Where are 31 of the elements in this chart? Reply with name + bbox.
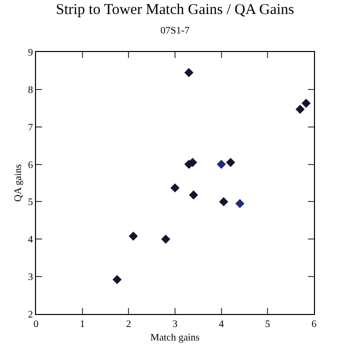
point xyxy=(219,197,228,206)
y-tick-label: 8 xyxy=(28,84,33,96)
y-tick-label: 7 xyxy=(28,122,33,134)
point xyxy=(184,68,194,78)
point xyxy=(302,98,311,108)
y-tick-label: 5 xyxy=(28,197,33,208)
x-tick-label: 6 xyxy=(312,319,316,330)
point xyxy=(216,160,226,169)
x-axis-title: Match gains xyxy=(150,332,200,344)
point xyxy=(112,275,122,284)
point xyxy=(188,190,198,200)
y-tick-label: 4 xyxy=(28,234,33,246)
y-tick-label: 2 xyxy=(28,310,33,320)
point xyxy=(161,234,170,244)
x-tick-label: 3 xyxy=(172,319,178,330)
point xyxy=(128,232,138,241)
point xyxy=(235,199,244,208)
point xyxy=(296,104,305,114)
x-tick-label: 2 xyxy=(126,319,132,330)
x-tick-label: 0 xyxy=(34,319,38,330)
y-axis-title: QA gains xyxy=(13,164,24,202)
point xyxy=(170,183,180,192)
y-tick-label: 3 xyxy=(28,272,33,284)
x-tick-label: 1 xyxy=(80,319,85,330)
x-tick-label: 4 xyxy=(218,319,224,330)
y-tick-label: 9 xyxy=(28,48,33,58)
chart-subtitle: 07S1-7 xyxy=(160,26,190,36)
point xyxy=(226,158,236,167)
x-tick-label: 5 xyxy=(265,319,270,330)
chart-title: Strip to Tower Match Gains / QA Gains xyxy=(56,2,294,18)
y-tick-label: 6 xyxy=(28,160,33,171)
